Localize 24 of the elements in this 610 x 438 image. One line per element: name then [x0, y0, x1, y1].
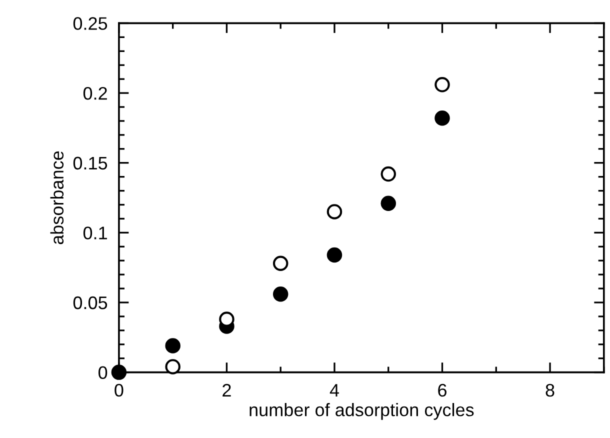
point	[272, 256, 288, 272]
x-tick-label: 4	[330, 384, 339, 396]
y-tick-label: 0	[98, 366, 108, 380]
y-tick-label: 0.25	[73, 17, 108, 30]
y-tick-label: 0.2	[83, 86, 107, 100]
x-tick-label: 0	[114, 384, 124, 397]
x-tick-label: 8	[546, 384, 554, 397]
point	[434, 110, 450, 126]
point	[326, 247, 342, 263]
point	[326, 204, 342, 220]
x-axis-title: number of adsorption cycles	[250, 403, 474, 420]
point	[272, 286, 288, 302]
point	[434, 77, 450, 92]
x-tick-label: 6	[438, 384, 446, 397]
y-axis-title: absorbance	[50, 151, 64, 244]
point	[165, 338, 180, 354]
point	[380, 196, 396, 211]
y-tick-label: 0.05	[73, 296, 108, 310]
x-tick-label: 2	[222, 384, 231, 396]
y-tick-label: 0.15	[73, 156, 108, 170]
point	[165, 359, 180, 374]
y-tick-label: 0.1	[83, 226, 107, 240]
point	[219, 312, 234, 327]
point	[380, 166, 396, 182]
